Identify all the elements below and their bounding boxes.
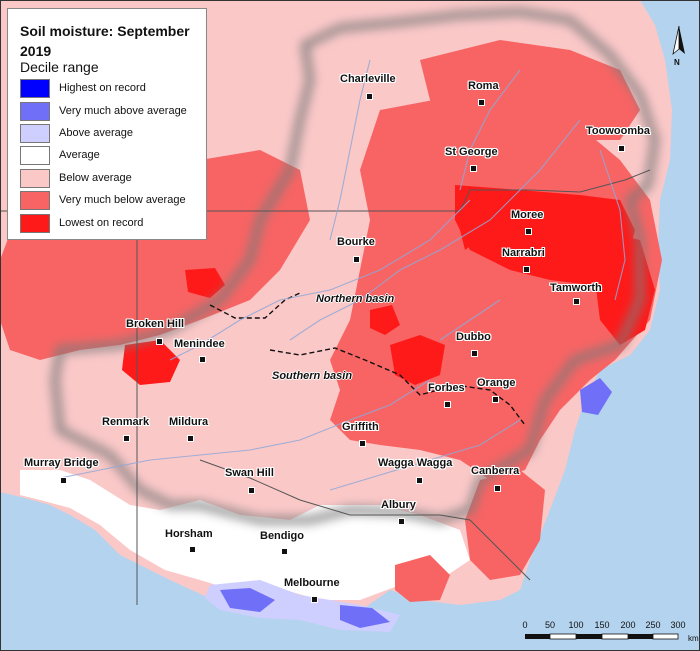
legend-label: Below average	[59, 172, 132, 184]
town-label-roma: Roma	[468, 80, 499, 92]
legend-label: Above average	[59, 127, 133, 139]
legend-label: Very much below average	[59, 194, 186, 206]
scale-tick: 50	[544, 620, 556, 630]
town-marker-charleville	[366, 93, 373, 100]
legend-swatch	[20, 169, 50, 188]
legend-subtitle: Decile range	[20, 59, 99, 75]
town-label-melbourne: Melbourne	[284, 577, 340, 589]
town-marker-moree	[525, 228, 532, 235]
town-label-dubbo: Dubbo	[456, 331, 491, 343]
town-label-swan-hill: Swan Hill	[225, 467, 274, 479]
town-label-st-george: St George	[445, 146, 498, 158]
north-arrow-icon	[672, 25, 685, 56]
legend-swatch	[20, 146, 50, 165]
average-zone-south	[20, 470, 470, 600]
town-marker-dubbo	[471, 350, 478, 357]
town-marker-melbourne	[311, 596, 318, 603]
legend-swatch	[20, 191, 50, 210]
scale-bar: 0 50 100 150 200 250 300 km	[522, 620, 699, 645]
town-marker-forbes	[444, 401, 451, 408]
scale-tick: 100	[568, 620, 584, 630]
town-label-wagga-wagga: Wagga Wagga	[378, 457, 453, 469]
town-label-horsham: Horsham	[165, 528, 213, 540]
town-label-broken-hill: Broken Hill	[126, 318, 185, 330]
town-marker-swan-hill	[248, 487, 255, 494]
north-label: N	[674, 58, 680, 67]
town-label-bendigo: Bendigo	[260, 530, 304, 542]
town-marker-mildura	[187, 435, 194, 442]
legend-swatch	[20, 214, 50, 233]
town-label-tamworth: Tamworth	[550, 282, 602, 294]
above-average-areas	[205, 378, 612, 632]
legend-item: Above average	[20, 124, 205, 144]
town-label-toowoomba: Toowoomba	[586, 125, 650, 137]
town-label-narrabri: Narrabri	[502, 247, 545, 259]
legend-label: Lowest on record	[59, 217, 144, 229]
town-marker-toowoomba	[618, 145, 625, 152]
legend-item: Very much above average	[20, 102, 205, 122]
legend-item: Very much below average	[20, 191, 205, 211]
town-marker-canberra	[494, 485, 501, 492]
legend-item: Lowest on record	[20, 214, 205, 234]
town-label-orange: Orange	[477, 377, 516, 389]
map-legend: Soil moisture: September 2019 Decile ran…	[7, 8, 207, 240]
legend-title: Soil moisture: September 2019	[20, 23, 190, 59]
town-marker-narrabri	[523, 266, 530, 273]
legend-label: Highest on record	[59, 82, 146, 94]
town-label-murray-bridge: Murray Bridge	[24, 457, 99, 469]
town-marker-orange	[492, 396, 499, 403]
town-label-bourke: Bourke	[337, 236, 375, 248]
rivers	[59, 59, 626, 491]
town-label-renmark: Renmark	[102, 416, 150, 428]
scale-tick: 0	[522, 620, 528, 630]
town-marker-murray-bridge	[60, 477, 67, 484]
town-label-mildura: Mildura	[169, 416, 209, 428]
town-label-canberra: Canberra	[471, 465, 520, 477]
north-arrow: N	[668, 24, 690, 70]
legend-swatch	[20, 79, 50, 98]
legend-item: Below average	[20, 169, 205, 189]
scale-tick: 200	[620, 620, 636, 630]
town-marker-roma	[478, 99, 485, 106]
town-label-moree: Moree	[511, 209, 544, 221]
town-label-griffith: Griffith	[342, 421, 379, 433]
town-marker-st-george	[470, 165, 477, 172]
scale-unit: km	[688, 634, 699, 643]
town-label-menindee: Menindee	[174, 338, 225, 350]
scale-tick: 250	[645, 620, 661, 630]
basin-label-southern: Southern basin	[272, 370, 353, 382]
scale-tick: 150	[594, 620, 610, 630]
legend-swatch	[20, 102, 50, 121]
town-marker-horsham	[189, 546, 196, 553]
town-marker-bourke	[353, 256, 360, 263]
town-marker-menindee	[199, 356, 206, 363]
town-marker-broken-hill	[156, 338, 163, 345]
town-label-albury: Albury	[381, 499, 416, 511]
town-label-charleville: Charleville	[340, 73, 396, 85]
town-marker-renmark	[123, 435, 130, 442]
legend-swatch	[20, 124, 50, 143]
scale-bar-graphic	[525, 633, 679, 640]
town-marker-wagga-wagga	[416, 477, 423, 484]
legend-item: Highest on record	[20, 79, 205, 99]
legend-label: Very much above average	[59, 105, 187, 117]
murray-darling-basin-outline	[50, 7, 660, 525]
town-marker-albury	[398, 518, 405, 525]
town-marker-bendigo	[281, 548, 288, 555]
town-marker-griffith	[359, 440, 366, 447]
legend-label: Average	[59, 149, 100, 161]
legend-item: Average	[20, 146, 205, 166]
town-marker-tamworth	[573, 298, 580, 305]
scale-tick: 300	[670, 620, 686, 630]
town-label-forbes: Forbes	[428, 382, 465, 394]
basin-label-northern: Northern basin	[316, 293, 395, 305]
